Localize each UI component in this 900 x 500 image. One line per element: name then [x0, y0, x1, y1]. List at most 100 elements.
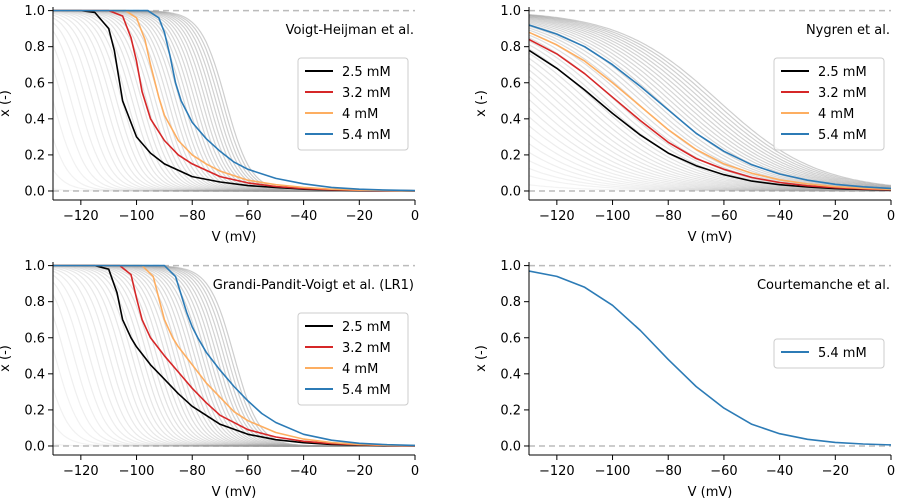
y-tick-label: 0.6: [500, 76, 521, 91]
background-curve: [529, 116, 891, 192]
series-line-5-4-mM: [529, 24, 891, 190]
x-tick-label: −120: [539, 209, 575, 224]
legend: 5.4 mM: [773, 338, 885, 369]
background-curve: [529, 107, 891, 192]
background-curve: [529, 175, 891, 192]
background-curve: [529, 48, 891, 192]
legend-box: [773, 57, 885, 151]
x-tick-label: 0: [887, 209, 895, 224]
y-tick-label: 1.0: [24, 259, 45, 274]
legend-label: 2.5 mM: [342, 65, 391, 80]
legend-label: 5.4 mM: [342, 383, 391, 398]
y-tick-label: 0.2: [500, 148, 521, 163]
background-curve: [529, 63, 891, 192]
legend-label: 5.4 mM: [818, 346, 867, 361]
x-tick-label: −120: [539, 464, 575, 479]
legend-label: 5.4 mM: [342, 128, 391, 143]
x-tick-label: −20: [822, 464, 849, 479]
legend-box: [297, 57, 409, 151]
y-tick-label: 1.0: [500, 259, 521, 274]
legend: 2.5 mM 3.2 mM 4 mM 5.4 mM: [297, 312, 409, 406]
legend-box: [773, 338, 885, 369]
legend-box: [297, 312, 409, 406]
plot-area: [529, 264, 891, 447]
legend-label: 4 mM: [342, 107, 378, 122]
chart-panel-1: −120 −100 −80 −60 −40 −20 0 0.0 0.2 0.4 0.6 0.8 1.0 V…: [0, 4, 419, 245]
background-curve: [529, 143, 891, 192]
background-curve: [529, 167, 891, 192]
series-line-5-4-mM: [53, 9, 415, 192]
x-tick-label: −100: [119, 464, 155, 479]
legend-label: 2.5 mM: [818, 65, 867, 80]
x-tick-label: −80: [655, 464, 682, 479]
panel-title: Grandi-Pandit-Voigt et al. (LR1): [213, 278, 414, 293]
legend-label: 3.2 mM: [818, 86, 867, 101]
y-tick-label: 0.2: [24, 403, 45, 418]
background-curve: [529, 57, 891, 192]
series-line-3-2-mM: [529, 38, 891, 191]
x-tick-label: −20: [346, 209, 373, 224]
x-tick-label: −120: [63, 209, 99, 224]
background-curve: [529, 15, 891, 188]
legend-label: 4 mM: [342, 362, 378, 377]
background-curve: [529, 76, 891, 192]
y-tick-label: 0.4: [24, 112, 45, 127]
x-tick-label: −80: [655, 209, 682, 224]
y-tick-label: 0.6: [24, 76, 45, 91]
chart-panel-2: −120 −100 −80 −60 −40 −20 0 0.0 0.2 0.4 0.6 0.8 1.0 V…: [474, 4, 895, 245]
background-curve: [529, 16, 891, 189]
legend: 2.5 mM 3.2 mM 4 mM 5.4 mM: [297, 57, 409, 151]
x-axis-label: V (mV): [688, 230, 733, 245]
y-tick-label: 0.0: [500, 439, 521, 454]
background-curve: [529, 52, 891, 192]
background-curve: [529, 69, 891, 192]
x-axis-label: V (mV): [212, 485, 257, 500]
legend-label: 3.2 mM: [342, 341, 391, 356]
x-tick-label: −40: [290, 209, 317, 224]
background-curve: [529, 18, 891, 189]
x-tick-label: −60: [710, 464, 737, 479]
plot-area: [529, 9, 891, 192]
background-curve: [529, 14, 891, 187]
background-curve: [529, 83, 891, 192]
y-tick-label: 0.4: [500, 367, 521, 382]
x-axis-label: V (mV): [212, 230, 257, 245]
background-curve: [529, 14, 891, 186]
chart-panel-3: −120 −100 −80 −60 −40 −20 0 0.0 0.2 0.4 0.6 0.8 1.0 V…: [0, 259, 419, 500]
x-tick-label: 0: [887, 464, 895, 479]
y-tick-label: 0.8: [24, 40, 45, 55]
background-curve: [529, 134, 891, 192]
panel-title: Nygren et al.: [806, 23, 890, 38]
y-tick-label: 0.0: [24, 439, 45, 454]
background-curve: [529, 44, 891, 191]
chart-panel-4: −120 −100 −80 −60 −40 −20 0 0.0 0.2 0.4 0.6 0.8 1.0 V…: [474, 259, 895, 500]
y-tick-label: 1.0: [24, 4, 45, 19]
x-tick-label: −40: [766, 209, 793, 224]
background-curve: [529, 160, 891, 192]
x-tick-label: −80: [179, 464, 206, 479]
x-tick-label: −100: [595, 464, 631, 479]
x-tick-label: −60: [710, 209, 737, 224]
x-tick-label: −60: [234, 464, 261, 479]
series-line-4-mM: [53, 264, 415, 447]
x-tick-label: −40: [766, 464, 793, 479]
y-axis-label: x (-): [0, 90, 13, 117]
x-tick-label: −60: [234, 209, 261, 224]
x-tick-label: 0: [411, 209, 419, 224]
plot-area: [53, 9, 415, 192]
legend: 2.5 mM 3.2 mM 4 mM 5.4 mM: [773, 57, 885, 151]
y-tick-label: 0.0: [24, 184, 45, 199]
series-line-4-mM: [529, 31, 891, 191]
x-axis-label: V (mV): [688, 485, 733, 500]
background-curve: [529, 16, 891, 188]
y-tick-label: 0.6: [24, 331, 45, 346]
legend-label: 3.2 mM: [342, 86, 391, 101]
x-tick-label: −120: [63, 464, 99, 479]
series-line-2-5-mM: [529, 49, 891, 191]
y-tick-label: 0.8: [500, 295, 521, 310]
background-curve: [529, 17, 891, 189]
y-tick-label: 0.4: [500, 112, 521, 127]
x-tick-label: −100: [119, 209, 155, 224]
panel-title: Courtemanche et al.: [757, 278, 890, 293]
background-curve: [529, 90, 891, 192]
